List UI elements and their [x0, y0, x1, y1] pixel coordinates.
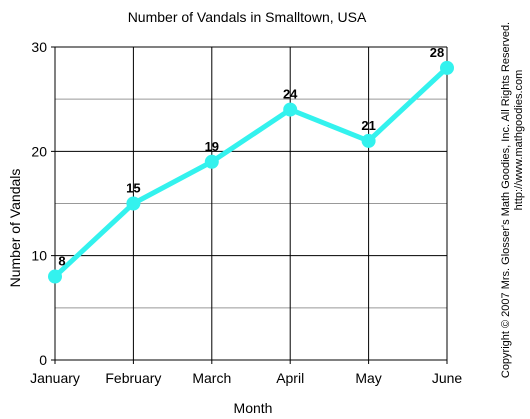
y-tick-label-30: 30: [31, 39, 47, 55]
data-point-january: [48, 269, 62, 284]
copyright-text: Copyright © 2007 Mrs. Glosser's Math Goo…: [500, 22, 512, 378]
x-tick-label-may: May: [355, 370, 381, 386]
x-tick-label-march: March: [192, 370, 231, 386]
chart-title: Number of Vandals in Smalltown, USA: [128, 9, 367, 25]
data-point-june: [440, 60, 454, 75]
data-point-march: [204, 154, 219, 169]
data-label-february: 15: [126, 181, 140, 196]
data-label-june: 28: [430, 45, 444, 60]
x-axis-label: Month: [234, 400, 273, 416]
y-tick-label-20: 20: [31, 143, 47, 159]
copyright-url: http://www.mathgoodies.com: [513, 70, 525, 211]
x-tick-label-january: January: [30, 370, 80, 386]
y-tick-label-10: 10: [31, 248, 47, 264]
x-tick-label-april: April: [276, 370, 304, 386]
data-label-may: 21: [361, 118, 375, 133]
data-point-february: [126, 196, 141, 211]
x-tick-label-february: February: [105, 370, 161, 386]
data-label-january: 8: [58, 254, 65, 269]
label-layer: 0 10 20 30 January February March April May June 8…: [30, 39, 462, 386]
data-point-may: [361, 133, 376, 148]
data-label-april: 24: [283, 87, 298, 102]
x-tick-label-june: June: [432, 370, 463, 386]
series-layer: [48, 60, 454, 284]
data-point-april: [283, 102, 298, 117]
grid-layer: [51, 46, 448, 364]
y-tick-label-0: 0: [39, 352, 47, 368]
y-axis-label: Number of Vandals: [7, 169, 23, 288]
data-label-march: 19: [205, 139, 219, 154]
series-line: [52, 65, 450, 280]
